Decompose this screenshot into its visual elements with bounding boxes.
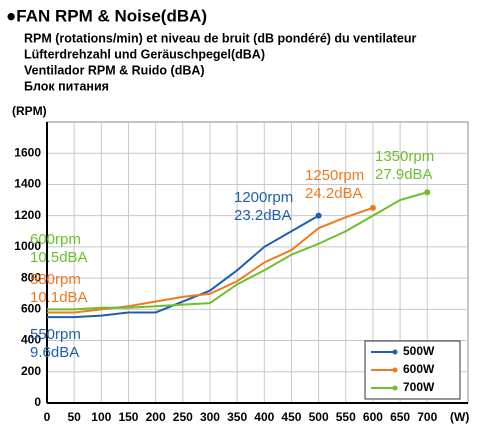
y-tick-label: 1200 bbox=[14, 208, 41, 222]
subtitle: Lüfterdrehzahl und Geräuschpegel(dBA) bbox=[24, 47, 265, 61]
x-tick-label: 650 bbox=[390, 410, 410, 424]
x-axis-label: (W) bbox=[450, 410, 469, 424]
y-tick-label: 1600 bbox=[14, 145, 41, 159]
x-tick-label: 200 bbox=[146, 410, 166, 424]
x-tick-label: 400 bbox=[254, 410, 274, 424]
x-tick-label: 150 bbox=[118, 410, 138, 424]
x-tick-label: 50 bbox=[67, 410, 81, 424]
end-point bbox=[315, 212, 322, 219]
annotation: 10.1dBA bbox=[30, 289, 88, 306]
series-line bbox=[47, 214, 320, 319]
y-tick-label: 1000 bbox=[14, 239, 41, 253]
x-tick-label: 300 bbox=[200, 410, 220, 424]
series-line bbox=[47, 191, 428, 311]
legend-label: 500W bbox=[403, 344, 435, 358]
subtitle: Ventilador RPM & Ruido (dBA) bbox=[24, 63, 205, 77]
x-tick-label: 250 bbox=[173, 410, 193, 424]
legend-label: 700W bbox=[403, 380, 435, 394]
x-tick-label: 100 bbox=[91, 410, 111, 424]
y-tick-label: 600 bbox=[21, 302, 41, 316]
y-tick-label: 400 bbox=[21, 333, 41, 347]
annotation: 24.2dBA bbox=[305, 185, 363, 202]
subtitle: RPM (rotations/min) et niveau de bruit (… bbox=[24, 31, 417, 45]
series-line bbox=[47, 206, 374, 314]
y-tick-label: 1400 bbox=[14, 177, 41, 191]
x-tick-label: 350 bbox=[227, 410, 247, 424]
x-tick-label: 500 bbox=[309, 410, 329, 424]
x-tick-label: 550 bbox=[336, 410, 356, 424]
end-point bbox=[424, 189, 431, 196]
annotation: 550rpm bbox=[30, 326, 81, 343]
annotation: 1250rpm bbox=[305, 167, 364, 184]
x-tick-label: 450 bbox=[281, 410, 301, 424]
x-tick-label: 600 bbox=[363, 410, 383, 424]
x-tick-label: 700 bbox=[417, 410, 437, 424]
legend-marker bbox=[392, 385, 398, 391]
y-tick-label: 800 bbox=[21, 270, 41, 284]
annotation: 1200rpm bbox=[234, 189, 293, 206]
subtitle: Блок питания bbox=[24, 79, 109, 93]
legend-marker bbox=[392, 349, 398, 355]
annotation: 27.9dBA bbox=[375, 166, 433, 183]
x-tick-label: 0 bbox=[44, 410, 51, 424]
annotation: 580rpm bbox=[30, 271, 81, 288]
annotation: 10.5dBA bbox=[30, 249, 88, 266]
annotation: 23.2dBA bbox=[234, 207, 292, 224]
legend-label: 600W bbox=[403, 362, 435, 376]
annotation: 9.6dBA bbox=[30, 344, 79, 361]
chart-title: ●FAN RPM & Noise(dBA) bbox=[6, 6, 207, 25]
annotation: 1350rpm bbox=[375, 148, 434, 165]
y-axis-label: (RPM) bbox=[12, 104, 47, 118]
y-tick-label: 200 bbox=[21, 364, 41, 378]
y-tick-label: 0 bbox=[34, 395, 41, 409]
legend-marker bbox=[392, 367, 398, 373]
annotation: 600rpm bbox=[30, 231, 81, 248]
end-point bbox=[369, 204, 376, 211]
